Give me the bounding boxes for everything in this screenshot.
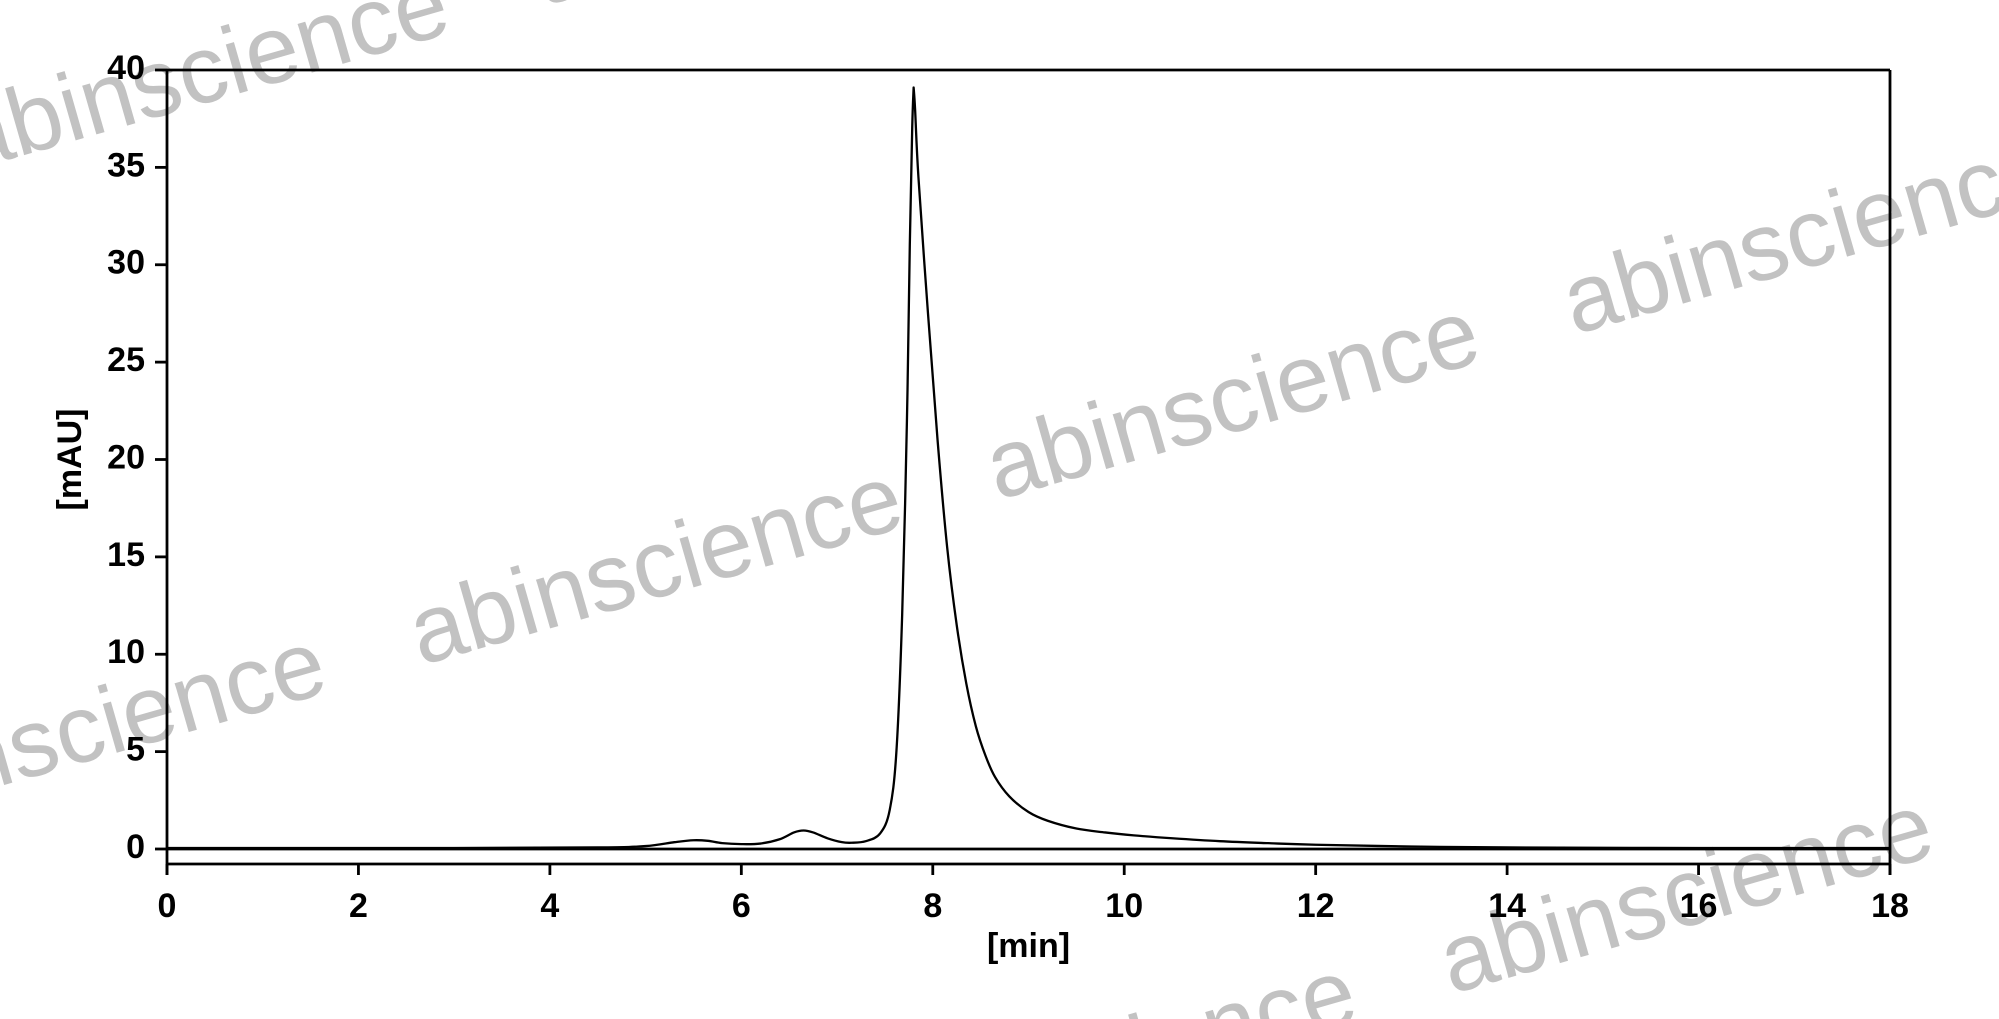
svg-text:4: 4	[540, 887, 559, 925]
svg-text:2: 2	[349, 887, 368, 925]
svg-text:16: 16	[1680, 887, 1718, 925]
svg-text:10: 10	[107, 633, 145, 671]
svg-text:15: 15	[107, 536, 145, 574]
svg-text:0: 0	[158, 887, 177, 925]
svg-text:20: 20	[107, 438, 145, 476]
svg-text:18: 18	[1871, 887, 1909, 925]
svg-text:0: 0	[126, 828, 145, 866]
svg-text:5: 5	[126, 731, 145, 769]
svg-text:14: 14	[1488, 887, 1526, 925]
svg-text:40: 40	[107, 49, 145, 87]
svg-text:8: 8	[923, 887, 942, 925]
svg-text:[mAU]: [mAU]	[51, 409, 89, 511]
svg-text:[min]: [min]	[987, 927, 1070, 965]
svg-text:35: 35	[107, 146, 145, 184]
svg-text:30: 30	[107, 244, 145, 282]
svg-text:12: 12	[1297, 887, 1335, 925]
svg-text:6: 6	[732, 887, 751, 925]
svg-text:25: 25	[107, 341, 145, 379]
svg-text:10: 10	[1105, 887, 1143, 925]
